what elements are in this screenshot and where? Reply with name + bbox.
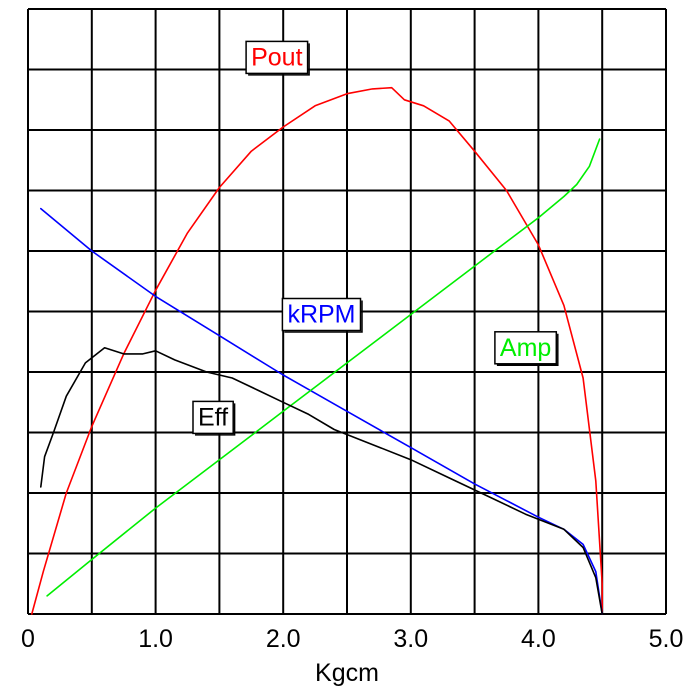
x-tick-labels: 0 1.0 2.0 3.0 4.0 5.0	[21, 625, 683, 653]
x-tick-label-5: 5.0	[649, 625, 684, 653]
series-label-text-pout: Pout	[251, 43, 302, 71]
series-line-eff	[39, 346, 604, 615]
x-tick-label-4: 4.0	[521, 625, 556, 653]
series-label-box-pout	[245, 40, 309, 75]
series-label-eff: Eff	[192, 400, 236, 436]
grid	[27, 8, 667, 615]
x-tick-label-2: 2.0	[266, 625, 301, 653]
series-label-box-krpm	[281, 297, 362, 332]
x-axis-title: Kgcm	[315, 659, 379, 687]
series-label-text-eff: Eff	[198, 403, 228, 431]
series-line-amp	[46, 138, 601, 597]
series-label-pout: Pout	[245, 40, 310, 76]
x-tick-label-3: 3.0	[393, 625, 428, 653]
series-label-shadow-pout	[248, 43, 310, 76]
series-line-krpm	[39, 207, 604, 615]
x-tick-label-1: 1.0	[138, 625, 173, 653]
series-label-text-krpm: kRPM	[287, 301, 355, 329]
series-group	[30, 86, 604, 615]
series-label-krpm: kRPM	[281, 297, 363, 333]
series-label-amp: Amp	[494, 331, 559, 367]
x-tick-label-0: 0	[21, 625, 35, 653]
series-label-shadow-eff	[195, 403, 236, 436]
series-label-box-amp	[494, 331, 558, 365]
series-label-shadow-amp	[496, 333, 559, 367]
series-labels: Pout kRPM Amp Eff	[192, 40, 559, 436]
series-label-text-amp: Amp	[500, 334, 551, 362]
series-label-box-eff	[192, 400, 234, 435]
series-label-shadow-krpm	[284, 300, 363, 333]
